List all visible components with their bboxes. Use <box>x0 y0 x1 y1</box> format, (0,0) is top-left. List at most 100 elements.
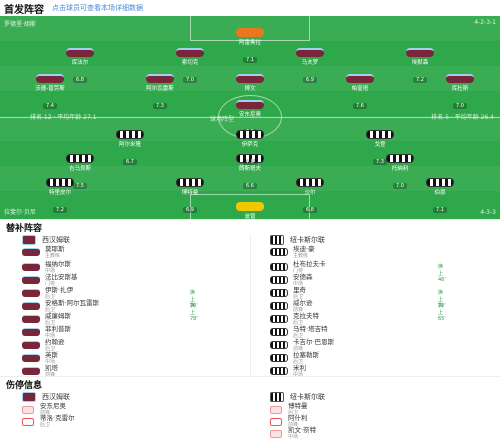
injured-player-position: 后卫 <box>288 410 299 416</box>
sub-player-row[interactable]: 威廉姆斯 后卫 <box>22 311 71 327</box>
sub-player-row[interactable]: 约翰逊 后卫 <box>22 337 65 353</box>
injury-row[interactable]: 蒂洛·克雷尔 后卫 <box>22 415 75 428</box>
injured-player-position: 后卫 <box>40 422 51 428</box>
jersey-icon <box>236 202 264 211</box>
injuries-section-title: 伤停信息 <box>0 377 500 391</box>
sub-player-row[interactable]: 里奇 后卫 换上 72' <box>270 285 446 309</box>
jersey-icon <box>22 289 40 297</box>
away-player[interactable]: 吉马良斯 7.5 <box>50 154 110 191</box>
sub-player-name: 卡吉尔·巴恩斯 <box>293 337 335 346</box>
jersey-icon <box>346 74 374 83</box>
sub-player-row[interactable]: 杜布拉夫卡 门将 换上 46' <box>270 259 446 283</box>
sub-player-row[interactable]: 英斯 中场 <box>22 350 58 366</box>
away-injury-team: 纽卡斯尔联 <box>290 393 325 401</box>
sub-player-row[interactable]: 米利 中场 <box>270 363 306 379</box>
injury-icon <box>22 417 34 426</box>
player-name: 沃德-普劳斯 <box>35 86 65 92</box>
sub-player-position: 后卫 <box>293 293 304 300</box>
sub-player-name: 安格斯·阿尔瓦雷斯 <box>45 298 100 307</box>
injury-icon <box>22 405 34 414</box>
center-label: 球场阵型 <box>210 116 235 123</box>
sub-player-position: 中场 <box>45 332 56 339</box>
jersey-icon <box>270 289 288 297</box>
home-player[interactable]: 索切克 7.0 <box>160 48 220 85</box>
away-team-name: 纽卡斯尔联 <box>290 236 325 244</box>
away-player[interactable]: 沙尔 6.8 <box>280 178 340 215</box>
injured-player-name: 凯文·奈特 <box>288 426 317 434</box>
player-rating: 7.4 <box>43 103 57 109</box>
home-coach-row[interactable]: 莫耶斯 主教练 <box>22 244 65 260</box>
player-name: 戈登 <box>374 142 386 148</box>
home-player[interactable]: 沃德-普劳斯 7.4 <box>20 74 80 111</box>
jersey-icon <box>270 341 288 349</box>
jersey-icon <box>22 354 40 362</box>
home-team-header: 西汉姆联 <box>22 234 70 246</box>
away-player[interactable]: 伊萨克 7.8 <box>220 130 280 167</box>
away-player[interactable]: 阿尔米隆 6.7 <box>100 130 160 167</box>
sub-player-name: 菲利普斯 <box>45 324 71 333</box>
jersey-icon <box>270 276 288 284</box>
player-rating: 7.1 <box>433 207 447 213</box>
sub-player-row[interactable]: 安德森 中场 <box>270 272 313 288</box>
sub-player-row[interactable]: 伊斯·扎伊 后卫 换上 70' <box>22 285 198 309</box>
sub-player-row[interactable]: 安格斯·阿尔瓦雷斯 后卫 换上 78' <box>22 298 198 322</box>
sub-player-name: 福纳尔斯 <box>45 259 71 268</box>
sub-player-name: 拉塞勒斯 <box>293 350 319 359</box>
sub-player-row[interactable]: 卡吉尔·巴恩斯 前锋 <box>270 337 334 353</box>
sub-player-row[interactable]: 拉塞勒斯 后卫 <box>270 350 319 366</box>
west-ham-crest-icon <box>22 392 36 402</box>
away-player[interactable]: 戈登 7.3 <box>350 130 410 167</box>
sub-player-row[interactable]: 马特·塔吉特 后卫 <box>270 324 328 340</box>
jersey-icon <box>46 178 74 187</box>
home-player[interactable]: 库杜斯 7.0 <box>430 74 490 111</box>
column-divider <box>250 234 251 376</box>
away-player[interactable]: 博特曼 6.9 <box>160 178 220 215</box>
player-name: 吉马良斯 <box>68 166 91 172</box>
away-coach-row[interactable]: 埃迪·豪 主教练 <box>270 244 315 260</box>
home-injury-team: 西汉姆联 <box>42 393 70 401</box>
injury-row[interactable]: 安东尼奥 前锋 <box>22 403 66 416</box>
home-player[interactable]: 库法尔 6.8 <box>50 48 110 85</box>
jersey-icon <box>22 328 40 336</box>
player-name: 托纳利 <box>391 166 409 172</box>
home-player[interactable]: 马夫罗 6.9 <box>280 48 340 85</box>
sub-player-name: 克拉夫特 <box>293 311 319 320</box>
jersey-icon <box>296 48 324 57</box>
player-rating: 7.5 <box>73 183 87 189</box>
sub-player-row[interactable]: 克拉夫特 后卫 <box>270 311 319 327</box>
jersey-icon <box>22 341 40 349</box>
jersey-icon <box>116 130 144 139</box>
home-player[interactable]: 帕奎塔 7.6 <box>330 74 390 111</box>
sub-player-row[interactable]: 福纳尔斯 中场 <box>22 259 71 275</box>
jersey-icon <box>270 367 288 375</box>
away-player[interactable]: 朗斯塔夫 6.6 <box>220 154 280 191</box>
jersey-icon <box>386 154 414 163</box>
sub-player-row[interactable]: 威尔逊 前锋 换上 65' <box>270 298 446 322</box>
home-player[interactable]: 阿雷奥拉 7.1 <box>220 28 280 65</box>
injury-row[interactable]: 博特曼 后卫 <box>270 403 308 416</box>
injury-row[interactable]: 凯文·奈特 中场 <box>270 427 316 440</box>
home-player[interactable]: 埃默森 7.2 <box>390 48 450 85</box>
sub-player-position: 门将 <box>45 280 56 287</box>
player-rating: 7.3 <box>373 159 387 165</box>
away-player[interactable]: 波普7.0 <box>220 202 280 219</box>
player-rating: 7.3 <box>153 103 167 109</box>
jersey-icon <box>22 276 40 284</box>
player-rating: 7.8 <box>243 159 257 165</box>
sub-player-row[interactable]: 法比安斯基 门将 <box>22 272 78 288</box>
injury-row[interactable]: 阿什利 前锋 <box>270 415 308 428</box>
player-name: 波普 <box>244 214 256 219</box>
sub-player-row[interactable]: 菲利普斯 中场 <box>22 324 71 340</box>
away-player[interactable]: 特里皮尔 7.2 <box>30 178 90 215</box>
home-player[interactable]: 阿尔瓦雷斯 7.3 <box>130 74 190 111</box>
player-name: 沙尔 <box>304 190 316 196</box>
jersey-icon <box>270 302 288 310</box>
sub-player-name: 英斯 <box>45 350 58 359</box>
away-player[interactable]: 托纳利 7.0 <box>370 154 430 191</box>
sub-player-row[interactable]: 凯塔 前锋 <box>22 363 58 379</box>
sub-tag: 换上 78' <box>190 303 198 322</box>
injured-player-name: 博特曼 <box>288 402 308 410</box>
injured-player-name: 阿什利 <box>288 414 308 422</box>
away-player[interactable]: 伯恩 7.1 <box>410 178 470 215</box>
sub-player-name: 米利 <box>293 363 306 372</box>
